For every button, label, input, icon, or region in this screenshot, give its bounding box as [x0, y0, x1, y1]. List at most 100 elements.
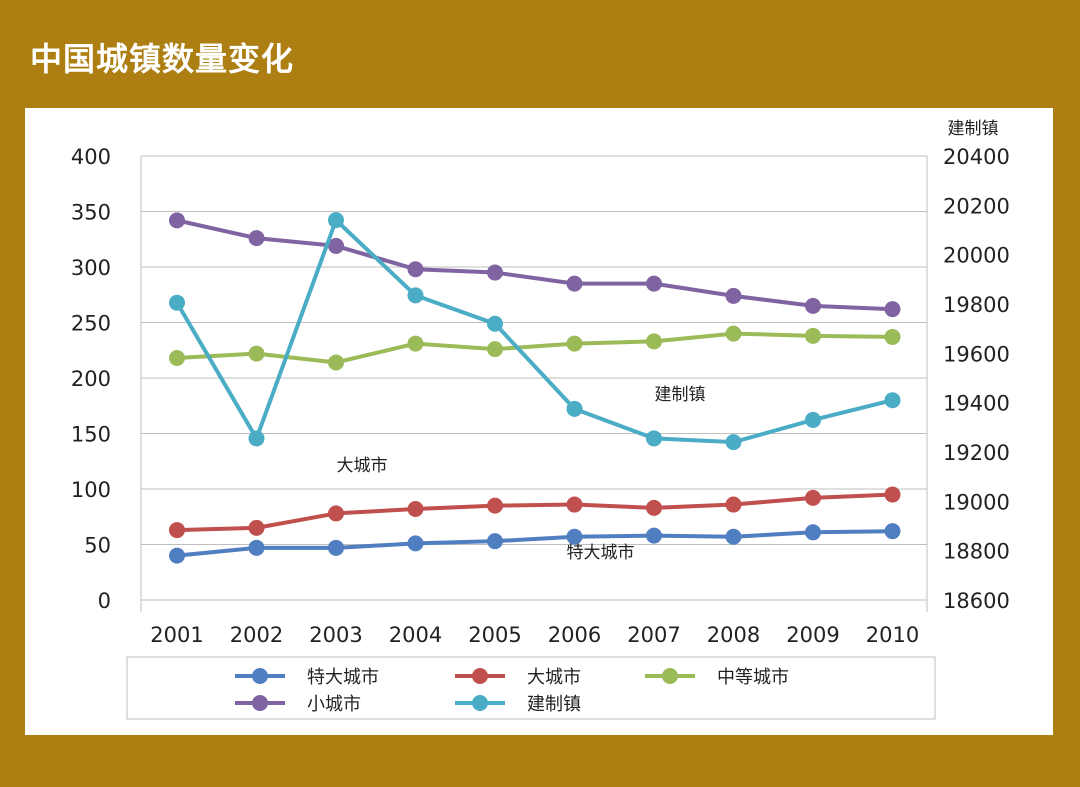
series-line	[176, 529, 893, 558]
data-point	[248, 539, 265, 556]
data-point	[566, 400, 583, 417]
legend-item: 建制镇	[455, 694, 581, 715]
data-point	[169, 350, 185, 367]
data-point	[805, 297, 821, 314]
data-point	[646, 275, 662, 292]
y-right-tick-label: 19600	[943, 342, 1010, 366]
data-point	[725, 287, 742, 304]
axes: 0 50 100 150 200 250 300 350 400 18600 18800 19000 1…	[71, 119, 1010, 647]
x-tick-label: 2001	[150, 623, 203, 647]
y-right-tick-label: 19200	[943, 441, 1010, 465]
x-tick-label: 2006	[548, 623, 601, 647]
data-point	[725, 434, 742, 451]
x-tick-label: 2008	[707, 623, 760, 647]
data-point	[725, 325, 742, 342]
series-line	[176, 331, 893, 365]
data-point	[884, 328, 901, 345]
data-point	[884, 301, 901, 318]
data-point	[487, 533, 503, 550]
data-point	[407, 500, 424, 517]
series-特大城市	[169, 523, 901, 564]
data-point	[566, 335, 583, 352]
data-point	[487, 264, 503, 281]
legend-label: 建制镇	[527, 694, 581, 715]
data-point	[805, 327, 821, 344]
data-point	[646, 527, 662, 544]
legend-item: 大城市	[455, 667, 581, 688]
x-tick-label: 2009	[786, 623, 839, 647]
y-left-tick-label: 0	[98, 589, 111, 613]
y-right-tick-label: 20000	[943, 244, 1010, 268]
data-point	[169, 212, 185, 229]
x-tick-label: 2002	[230, 623, 283, 647]
data-point	[248, 230, 265, 247]
y-left-tick-label: 250	[71, 312, 111, 336]
series-建制镇	[169, 212, 901, 451]
y-right-tick-label: 18600	[943, 589, 1010, 613]
data-point	[407, 287, 424, 304]
data-point	[407, 261, 424, 278]
y-right-tick-label: 19800	[943, 293, 1010, 317]
legend-swatch-marker	[252, 695, 268, 711]
legend-item: 小城市	[235, 694, 361, 715]
data-point	[328, 212, 344, 229]
data-point	[646, 333, 662, 350]
x-tick-label: 2005	[468, 623, 521, 647]
data-point	[328, 505, 344, 522]
annotation-label: 建制镇	[655, 385, 706, 405]
data-point	[328, 354, 344, 371]
legend-swatch-marker	[472, 668, 488, 684]
data-point	[248, 430, 265, 447]
data-point	[248, 345, 265, 362]
x-tick-label: 2007	[627, 623, 680, 647]
legend-label: 特大城市	[307, 667, 379, 688]
grid-lines	[141, 155, 927, 601]
data-point	[805, 411, 821, 428]
data-point	[805, 489, 821, 506]
series-line	[176, 492, 893, 533]
series-小城市	[169, 212, 901, 318]
page-title: 中国城镇数量变化	[30, 40, 295, 78]
data-point	[169, 547, 185, 564]
chart-panel: 0 50 100 150 200 250 300 350 400 18600 18800 19000 1…	[25, 108, 1053, 735]
data-point	[646, 499, 662, 516]
y-left-tick-label: 200	[71, 367, 111, 391]
y-left-tick-label: 350	[71, 201, 111, 225]
data-point	[725, 496, 742, 513]
data-point	[884, 486, 901, 503]
annotation-label: 特大城市	[567, 543, 635, 563]
data-point	[248, 519, 265, 536]
data-point	[725, 528, 742, 545]
line-chart: 0 50 100 150 200 250 300 350 400 18600 18800 19000 1…	[71, 119, 1010, 720]
y-left-tick-label: 50	[84, 534, 111, 558]
legend-swatch-marker	[472, 695, 488, 711]
y-left-tick-label: 100	[71, 478, 111, 502]
data-point	[487, 497, 503, 514]
series-中等城市	[169, 325, 901, 371]
data-point	[566, 275, 583, 292]
legend-label: 小城市	[307, 694, 361, 715]
y-left-tick-label: 300	[71, 256, 111, 280]
data-point	[884, 392, 901, 409]
data-point	[566, 496, 583, 513]
data-point	[328, 539, 344, 556]
legend-item: 中等城市	[645, 667, 789, 688]
legend-swatch-marker	[252, 668, 268, 684]
legend-item: 特大城市	[235, 667, 379, 688]
legend-swatch-marker	[662, 668, 678, 684]
data-point	[169, 522, 185, 539]
data-point	[407, 335, 424, 352]
y-left-tick-label: 400	[71, 145, 111, 169]
data-point	[646, 430, 662, 447]
y-right-tick-label: 19400	[943, 392, 1010, 416]
data-point	[487, 315, 503, 332]
data-point	[328, 237, 344, 254]
x-tick-label: 2010	[866, 623, 919, 647]
data-point	[884, 523, 901, 540]
x-tick-label: 2004	[389, 623, 442, 647]
y-right-tick-label: 20200	[943, 194, 1010, 218]
data-point	[487, 341, 503, 358]
x-tick-label: 2003	[309, 623, 362, 647]
series-line	[176, 218, 893, 312]
